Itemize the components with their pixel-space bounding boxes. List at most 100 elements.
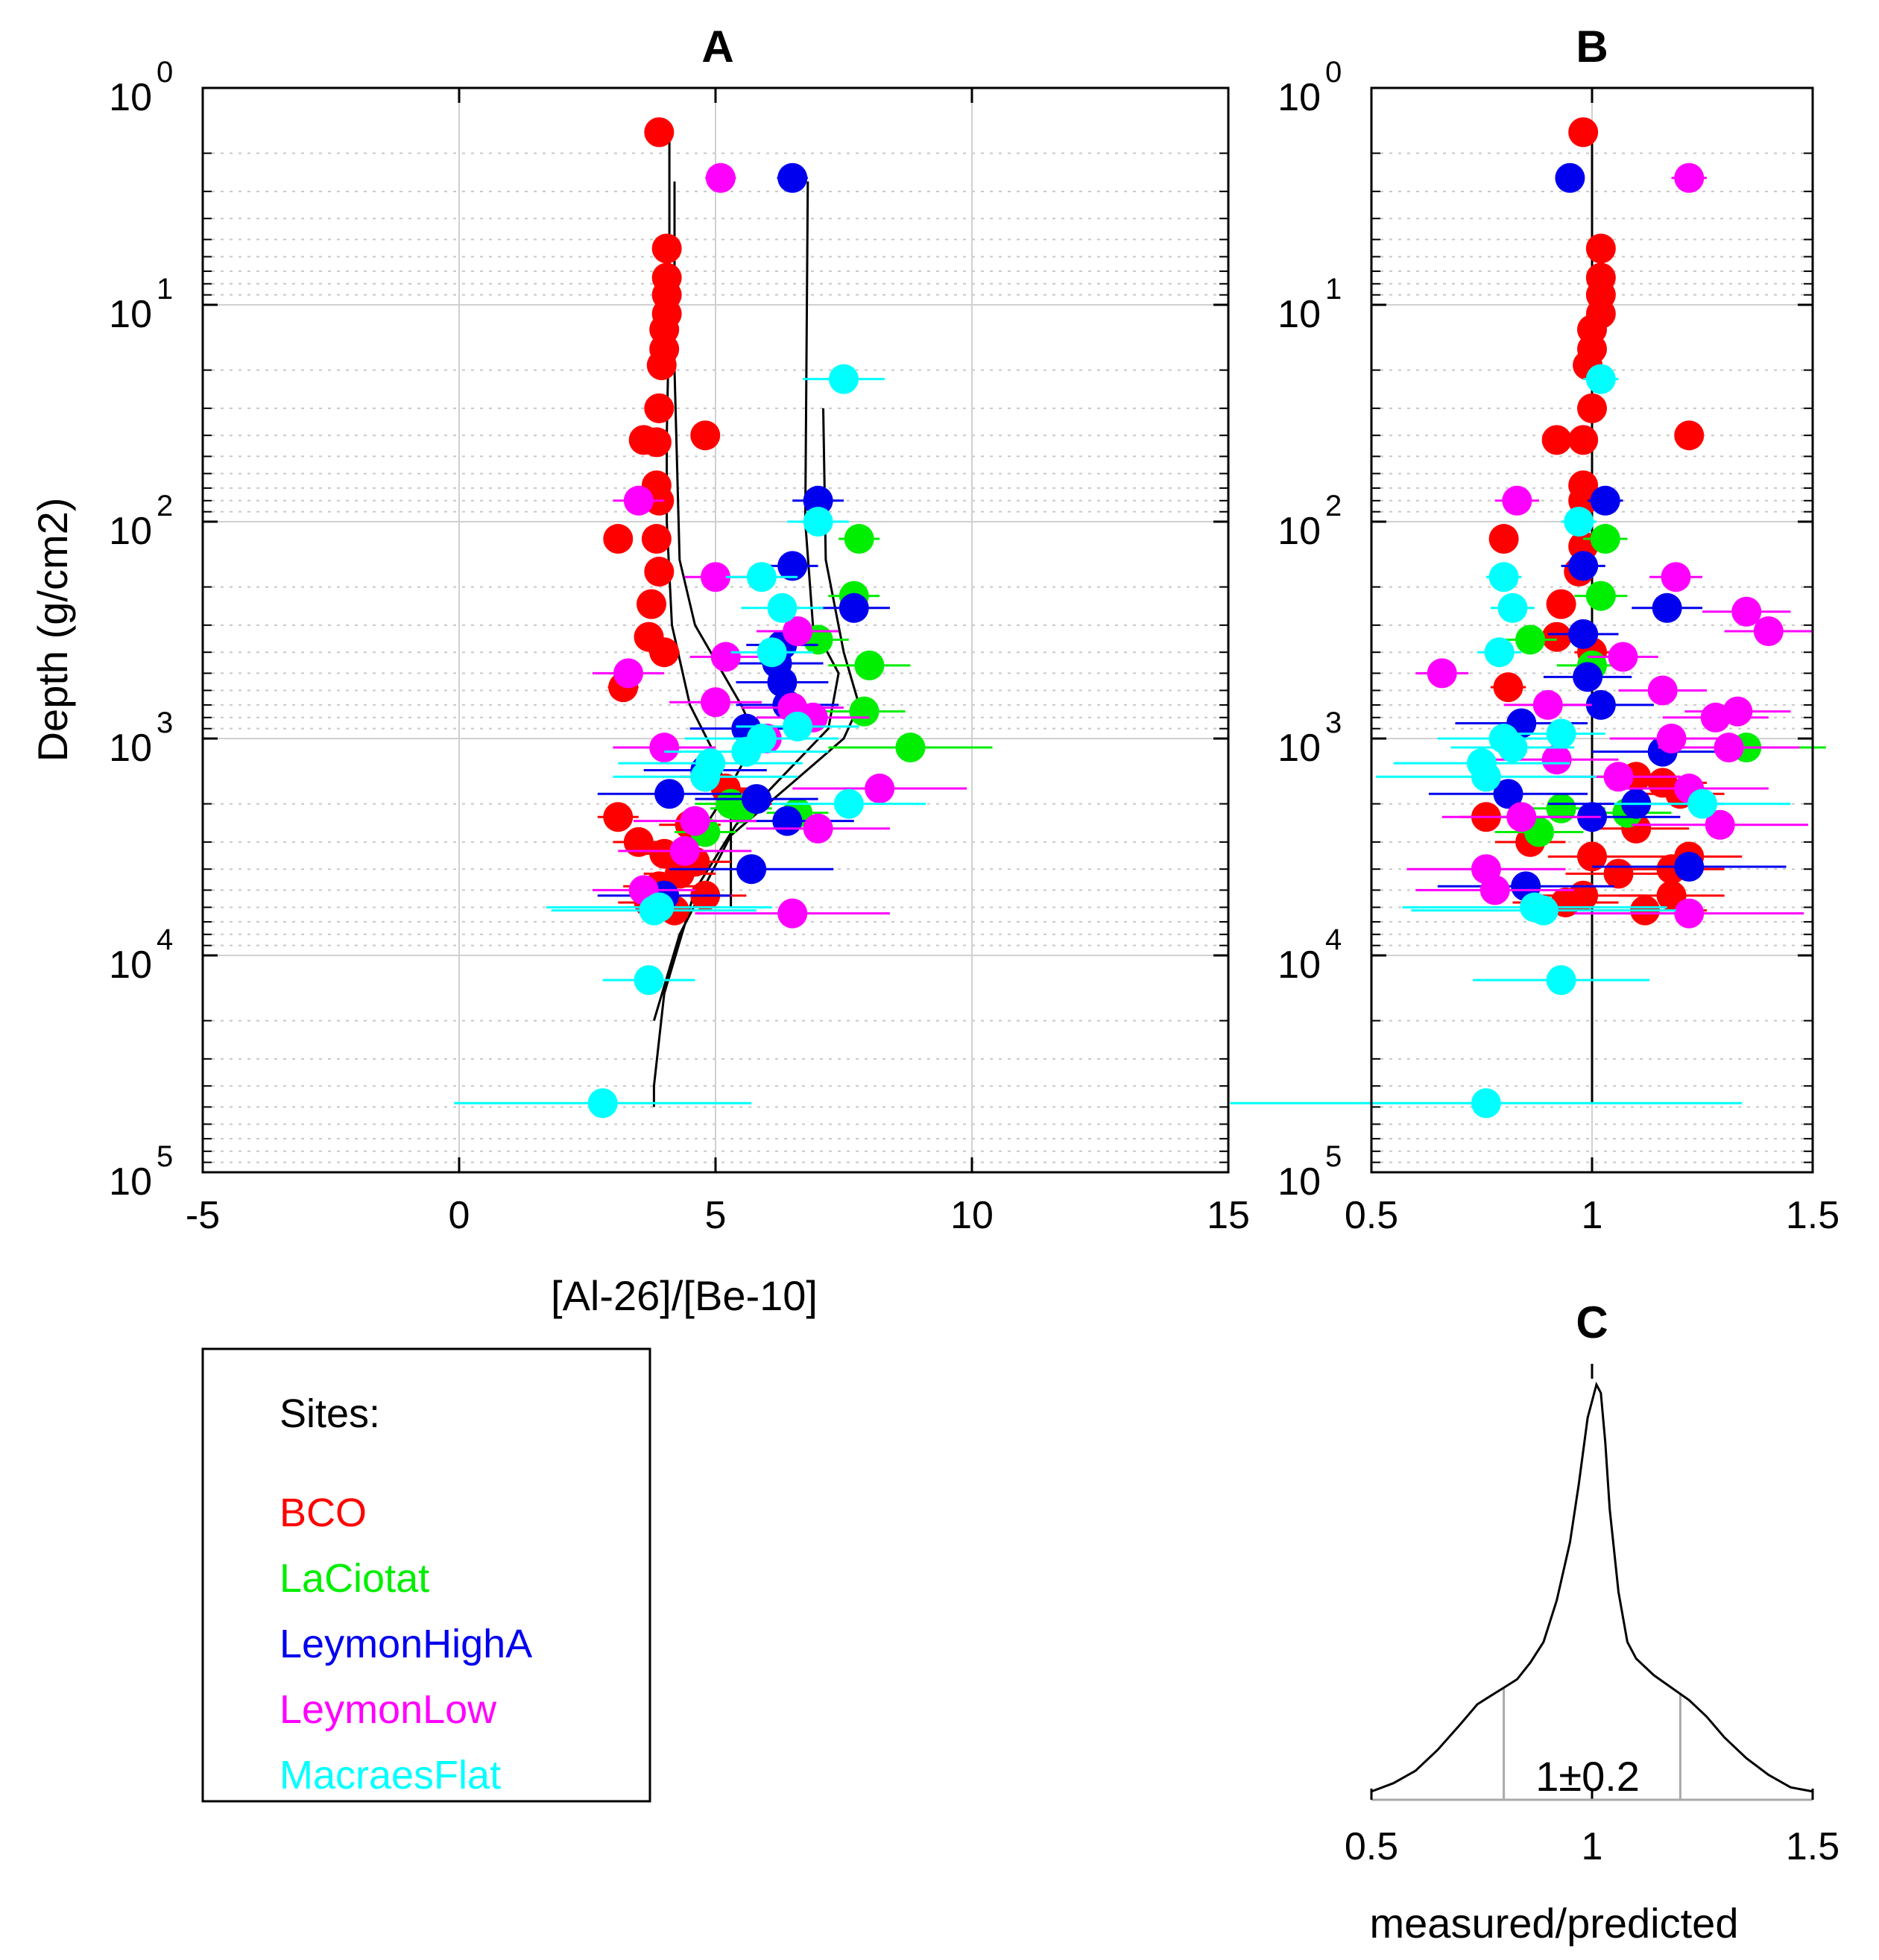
data-point (731, 736, 762, 767)
data-point (849, 696, 880, 727)
data-point (783, 616, 813, 646)
c-xtick-label: 1 (1582, 1825, 1603, 1868)
data-point (1585, 233, 1616, 264)
data-point (1515, 625, 1546, 655)
data-point (1573, 662, 1603, 692)
data-point (587, 1088, 618, 1119)
data-point (651, 233, 682, 264)
c-xtick-label: 1.5 (1786, 1825, 1839, 1868)
panel-a-xlabel: [Al-26]/[Be-10] (551, 1272, 818, 1319)
legend-entry-MacraesFlat: MacraesFlat (280, 1753, 501, 1798)
c-density-curve (1371, 1381, 1813, 1793)
data-point (1546, 589, 1576, 619)
panel-a-title: A (701, 22, 733, 72)
ytick-exponent: 0 (1325, 56, 1342, 89)
data-point (757, 637, 787, 668)
series-MacraesFlat (454, 364, 926, 1119)
series-MacraesFlat (1230, 364, 1791, 1119)
ytick-label: 10 (1278, 1160, 1321, 1204)
data-point (742, 784, 772, 815)
data-point (1577, 393, 1607, 423)
ytick-exponent: 5 (157, 1140, 173, 1173)
data-point (777, 162, 808, 193)
ytick-exponent: 0 (157, 56, 173, 89)
data-point (1652, 592, 1682, 623)
data-point (1568, 619, 1599, 649)
data-point (1674, 420, 1705, 451)
data-point (1731, 596, 1762, 627)
data-point (1541, 622, 1572, 652)
data-point (1722, 696, 1753, 727)
panel-a-grid (202, 87, 1229, 1173)
data-point (1674, 851, 1705, 882)
panel-c: C 0.5 1 1.5 1±0.2 measured/predicted (1345, 1297, 1839, 1947)
data-point (777, 551, 808, 581)
legend-title: Sites: (280, 1391, 380, 1436)
data-point (803, 485, 833, 516)
data-point (1647, 768, 1678, 798)
panel-a-points (454, 117, 993, 1119)
data-point (649, 637, 680, 668)
ytick-label: 10 (1278, 943, 1321, 987)
data-point (716, 788, 746, 819)
data-point (772, 806, 803, 836)
data-point (1528, 895, 1559, 926)
panel-b-points (1230, 117, 1826, 1119)
ytick-label: 10 (1278, 293, 1321, 336)
data-point (1497, 592, 1528, 623)
data-point (1479, 875, 1510, 905)
data-point (623, 826, 654, 857)
data-point (1585, 581, 1616, 611)
data-point (1590, 485, 1620, 516)
data-point (680, 806, 710, 836)
data-point (1471, 1088, 1501, 1119)
ytick-exponent: 1 (157, 273, 173, 306)
data-point (833, 788, 864, 819)
data-point (613, 658, 644, 689)
xtick-label: -5 (186, 1194, 220, 1237)
data-point (690, 420, 721, 451)
data-point (1603, 859, 1634, 889)
data-point (603, 524, 634, 554)
data-point (646, 350, 677, 381)
data-point (701, 562, 730, 592)
series-LeymonLow (1406, 162, 1813, 929)
data-point (1705, 809, 1735, 840)
data-point (1656, 724, 1687, 753)
data-point (767, 667, 798, 698)
data-point (1506, 802, 1537, 832)
ytick-label: 10 (109, 76, 152, 119)
ytick-exponent: 3 (157, 706, 173, 739)
ytick-label: 10 (1278, 76, 1321, 119)
data-point (1585, 364, 1616, 394)
data-point (1546, 718, 1576, 749)
c-xtick-label: 0.5 (1345, 1825, 1398, 1868)
data-point (777, 898, 808, 929)
data-point (710, 642, 741, 672)
data-point (829, 364, 859, 394)
data-point (1488, 724, 1519, 753)
data-point (701, 687, 730, 718)
ytick-exponent: 4 (1325, 923, 1342, 956)
ytick-exponent: 5 (1325, 1140, 1342, 1173)
xtick-label: 5 (705, 1194, 727, 1237)
data-point (641, 524, 672, 554)
data-point (1568, 117, 1599, 148)
legend-entry-LeymonLow: LeymonLow (280, 1687, 497, 1732)
panel-c-plot: 0.5 1 1.5 1±0.2 (1345, 1364, 1839, 1868)
ytick-label: 10 (1278, 510, 1321, 553)
xtick-label: 0 (449, 1194, 470, 1237)
data-point (1661, 562, 1691, 592)
data-point (644, 557, 675, 587)
data-point (1488, 562, 1519, 592)
data-point (1585, 689, 1616, 720)
ytick-label: 10 (109, 510, 152, 553)
data-point (736, 854, 767, 885)
data-point (803, 813, 833, 844)
data-point (1674, 162, 1705, 193)
legend-entries: BCO LaCiotat LeymonHighA LeymonLow MacraesFl… (280, 1490, 532, 1798)
ytick-label: 10 (109, 943, 152, 987)
data-point (1568, 425, 1599, 455)
data-point (1493, 779, 1523, 809)
